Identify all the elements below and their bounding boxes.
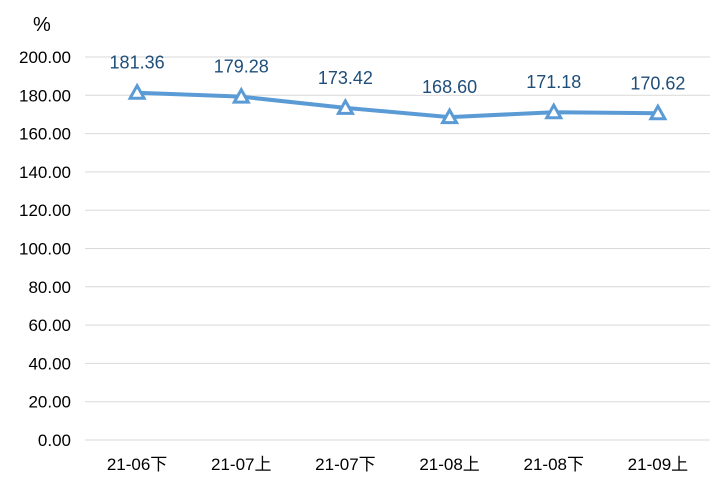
data-label: 168.60 bbox=[422, 77, 477, 97]
y-axis-unit-label: % bbox=[33, 14, 51, 36]
data-label: 181.36 bbox=[110, 53, 165, 73]
data-label: 179.28 bbox=[214, 57, 269, 77]
data-point-marker bbox=[127, 82, 147, 100]
x-tick-label: 21-06下 bbox=[107, 455, 167, 474]
data-point-marker bbox=[648, 103, 668, 121]
y-tick-label: 180.00 bbox=[19, 86, 71, 105]
data-point-marker bbox=[544, 102, 564, 120]
data-label: 171.18 bbox=[526, 72, 581, 92]
data-labels: 181.36 179.28 173.42 168.60 171.18 170.62 bbox=[110, 53, 686, 97]
y-tick-label: 160.00 bbox=[19, 125, 71, 144]
data-label: 173.42 bbox=[318, 68, 373, 88]
data-point-marker bbox=[440, 107, 460, 125]
y-tick-label: 0.00 bbox=[38, 431, 71, 450]
x-tick-label: 21-08下 bbox=[524, 455, 584, 474]
y-tick-label: 200.00 bbox=[19, 48, 71, 67]
y-tick-label: 20.00 bbox=[28, 393, 71, 412]
gridlines bbox=[85, 56, 710, 441]
series-markers bbox=[127, 82, 668, 125]
y-tick-label: 140.00 bbox=[19, 163, 71, 182]
x-tick-label: 21-08上 bbox=[419, 455, 479, 474]
y-tick-label: 80.00 bbox=[28, 278, 71, 297]
data-point-marker bbox=[335, 97, 355, 115]
x-tick-label: 21-07下 bbox=[315, 455, 375, 474]
x-axis-ticks: 21-06下 21-07上 21-07下 21-08上 21-08下 21-09上 bbox=[107, 455, 688, 474]
y-tick-label: 60.00 bbox=[28, 316, 71, 335]
x-tick-label: 21-09上 bbox=[628, 455, 688, 474]
x-tick-label: 21-07上 bbox=[211, 455, 271, 474]
y-tick-label: 120.00 bbox=[19, 201, 71, 220]
series-line bbox=[135, 90, 660, 120]
data-label: 170.62 bbox=[630, 73, 685, 93]
y-tick-label: 100.00 bbox=[19, 240, 71, 259]
y-axis-ticks: 0.00 20.00 40.00 60.00 80.00 100.00 120.00 140.… bbox=[19, 48, 71, 450]
data-point-marker bbox=[231, 86, 251, 104]
y-tick-label: 40.00 bbox=[28, 354, 71, 373]
